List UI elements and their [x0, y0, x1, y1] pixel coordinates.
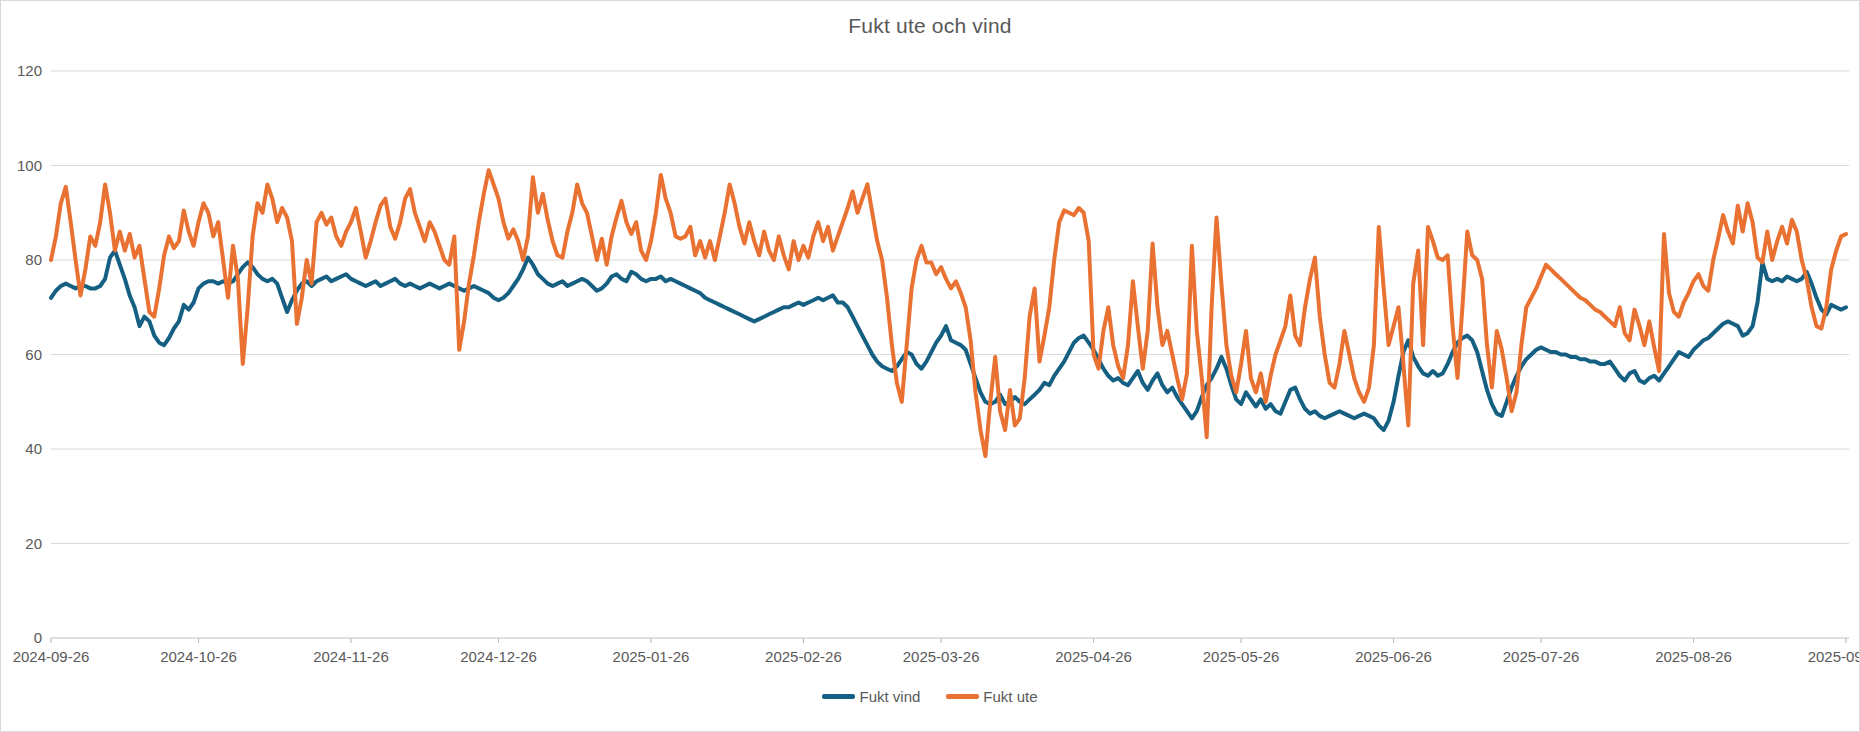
x-tick-label: 2024-11-26 — [313, 648, 389, 665]
fukt-vind-line-marker-icon — [822, 694, 855, 699]
x-tick-label: 2025-02-26 — [765, 648, 842, 665]
y-tick-label: 120 — [17, 62, 42, 79]
plot-svg: 0 20 40 60 80 100 120 2024-09-26 2024-10-26 2024-… — [1, 1, 1860, 732]
x-tick-label: 2024-10-26 — [160, 648, 237, 665]
x-tick-label: 2025-06-26 — [1355, 648, 1432, 665]
y-tick-label: 20 — [25, 535, 42, 552]
series-line-fukt-vind[interactable] — [51, 251, 1846, 431]
legend-label-fukt-vind: Fukt vind — [859, 688, 920, 705]
x-tick-label: 2025-04-26 — [1055, 648, 1132, 665]
legend-item-fukt-vind[interactable]: Fukt vind — [822, 688, 920, 705]
y-tick-label: 80 — [25, 251, 42, 268]
series-line-fukt-ute[interactable] — [51, 170, 1846, 456]
x-tick-label: 2024-09-26 — [13, 648, 90, 665]
x-tick-label: 2025-09-26 — [1808, 648, 1860, 665]
x-tick-label: 2025-08-26 — [1655, 648, 1732, 665]
legend-label-fukt-ute: Fukt ute — [983, 688, 1037, 705]
legend: Fukt vind Fukt ute — [1, 688, 1859, 705]
x-tick-label: 2025-05-26 — [1203, 648, 1280, 665]
x-tick-label: 2025-03-26 — [903, 648, 980, 665]
x-tick-label: 2025-01-26 — [613, 648, 690, 665]
y-tick-label: 0 — [34, 629, 42, 646]
fukt-ute-line-marker-icon — [946, 694, 979, 699]
y-tick-label: 60 — [25, 346, 42, 363]
chart-area[interactable]: Fukt ute och vind 0204060801001202024-09… — [0, 0, 1860, 732]
legend-item-fukt-ute[interactable]: Fukt ute — [946, 688, 1037, 705]
y-tick-label: 100 — [17, 157, 42, 174]
y-tick-label: 40 — [25, 440, 42, 457]
x-tick-label: 2024-12-26 — [460, 648, 537, 665]
x-tick-label: 2025-07-26 — [1503, 648, 1580, 665]
